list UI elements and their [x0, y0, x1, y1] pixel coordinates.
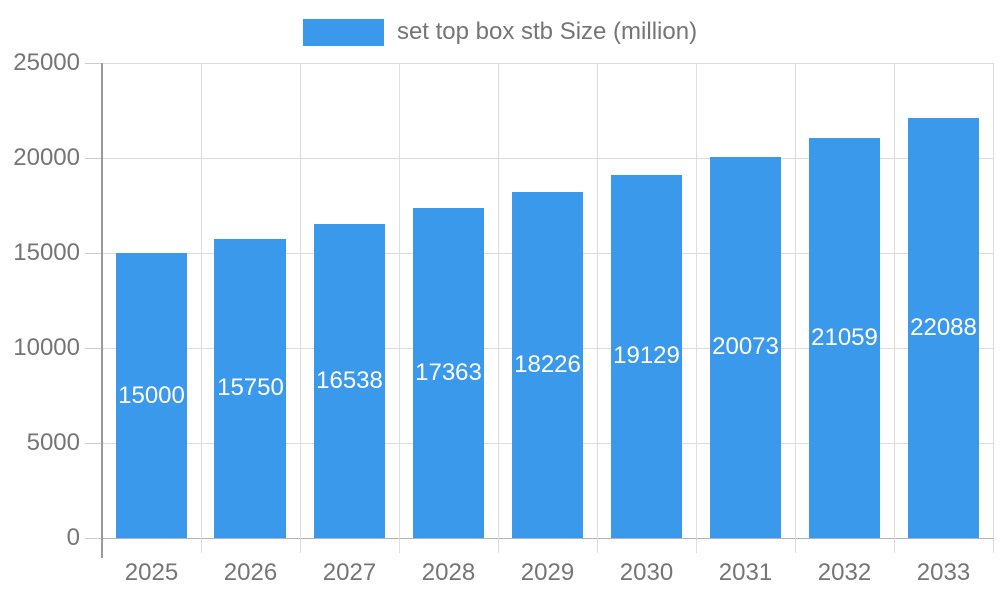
x-tick-label: 2027: [322, 559, 377, 586]
y-tick-mark: [85, 443, 102, 444]
gridline-y-0: [102, 538, 993, 539]
y-tick-label: 20000: [13, 144, 80, 171]
x-axis-labels: 2025 2026 2027 2028 2029 2030 2031 2032 2033: [102, 559, 993, 589]
y-tick-mark: [85, 63, 102, 64]
y-tick-label: 5000: [26, 429, 80, 456]
bar-2032[interactable]: [808, 137, 881, 538]
bar-2026[interactable]: [214, 238, 287, 538]
bar-2029[interactable]: [511, 191, 584, 538]
y-tick-label: 10000: [13, 334, 80, 361]
bar-2025[interactable]: [115, 253, 188, 538]
x-tick-label: 2031: [718, 559, 773, 586]
y-tick-mark: [85, 538, 102, 539]
bar-2033[interactable]: [907, 118, 980, 538]
y-tick-label: 25000: [13, 49, 80, 76]
x-tick-label: 2030: [619, 559, 674, 586]
y-tick-mark: [85, 158, 102, 159]
y-axis-labels: 0 5000 10000 15000 20000 25000: [0, 49, 80, 551]
x-tick-label: 2025: [124, 559, 179, 586]
bar-2030[interactable]: [610, 174, 683, 538]
legend-swatch: [302, 18, 384, 46]
x-tick-label: 2028: [421, 559, 476, 586]
gridline-x-boundary: [795, 63, 796, 553]
x-tick-label: 2029: [520, 559, 575, 586]
y-tick-mark: [85, 348, 102, 349]
bar-2031[interactable]: [709, 156, 782, 538]
bar-2027[interactable]: [313, 223, 386, 538]
gridline-x-boundary: [695, 63, 697, 553]
gridline-x-boundary: [201, 63, 202, 553]
gridline-x-boundary: [597, 63, 598, 553]
y-tick-label: 15000: [13, 239, 80, 266]
legend: set top box stb Size (million): [0, 18, 1000, 46]
x-tick-label: 2026: [223, 559, 278, 586]
y-axis-line: [101, 63, 103, 558]
legend-label: set top box stb Size (million): [396, 18, 698, 45]
x-tick-label: 2033: [916, 559, 971, 586]
plot-area: 15000 15750 16538 17363 18226 19129 20073 21059…: [85, 63, 994, 558]
bar-2028[interactable]: [412, 208, 485, 538]
y-tick-mark: [85, 253, 102, 254]
gridline-x-boundary: [894, 63, 895, 553]
gridline-x-boundary: [300, 63, 301, 553]
gridline-x-boundary: [398, 63, 400, 553]
gridline-x-boundary: [498, 63, 499, 553]
x-tick-label: 2032: [817, 559, 872, 586]
gridline-y-20000: [102, 158, 993, 159]
y-tick-label: 0: [66, 524, 80, 551]
gridline-y-25000: [102, 63, 993, 64]
gridline-x-boundary: [993, 63, 994, 553]
